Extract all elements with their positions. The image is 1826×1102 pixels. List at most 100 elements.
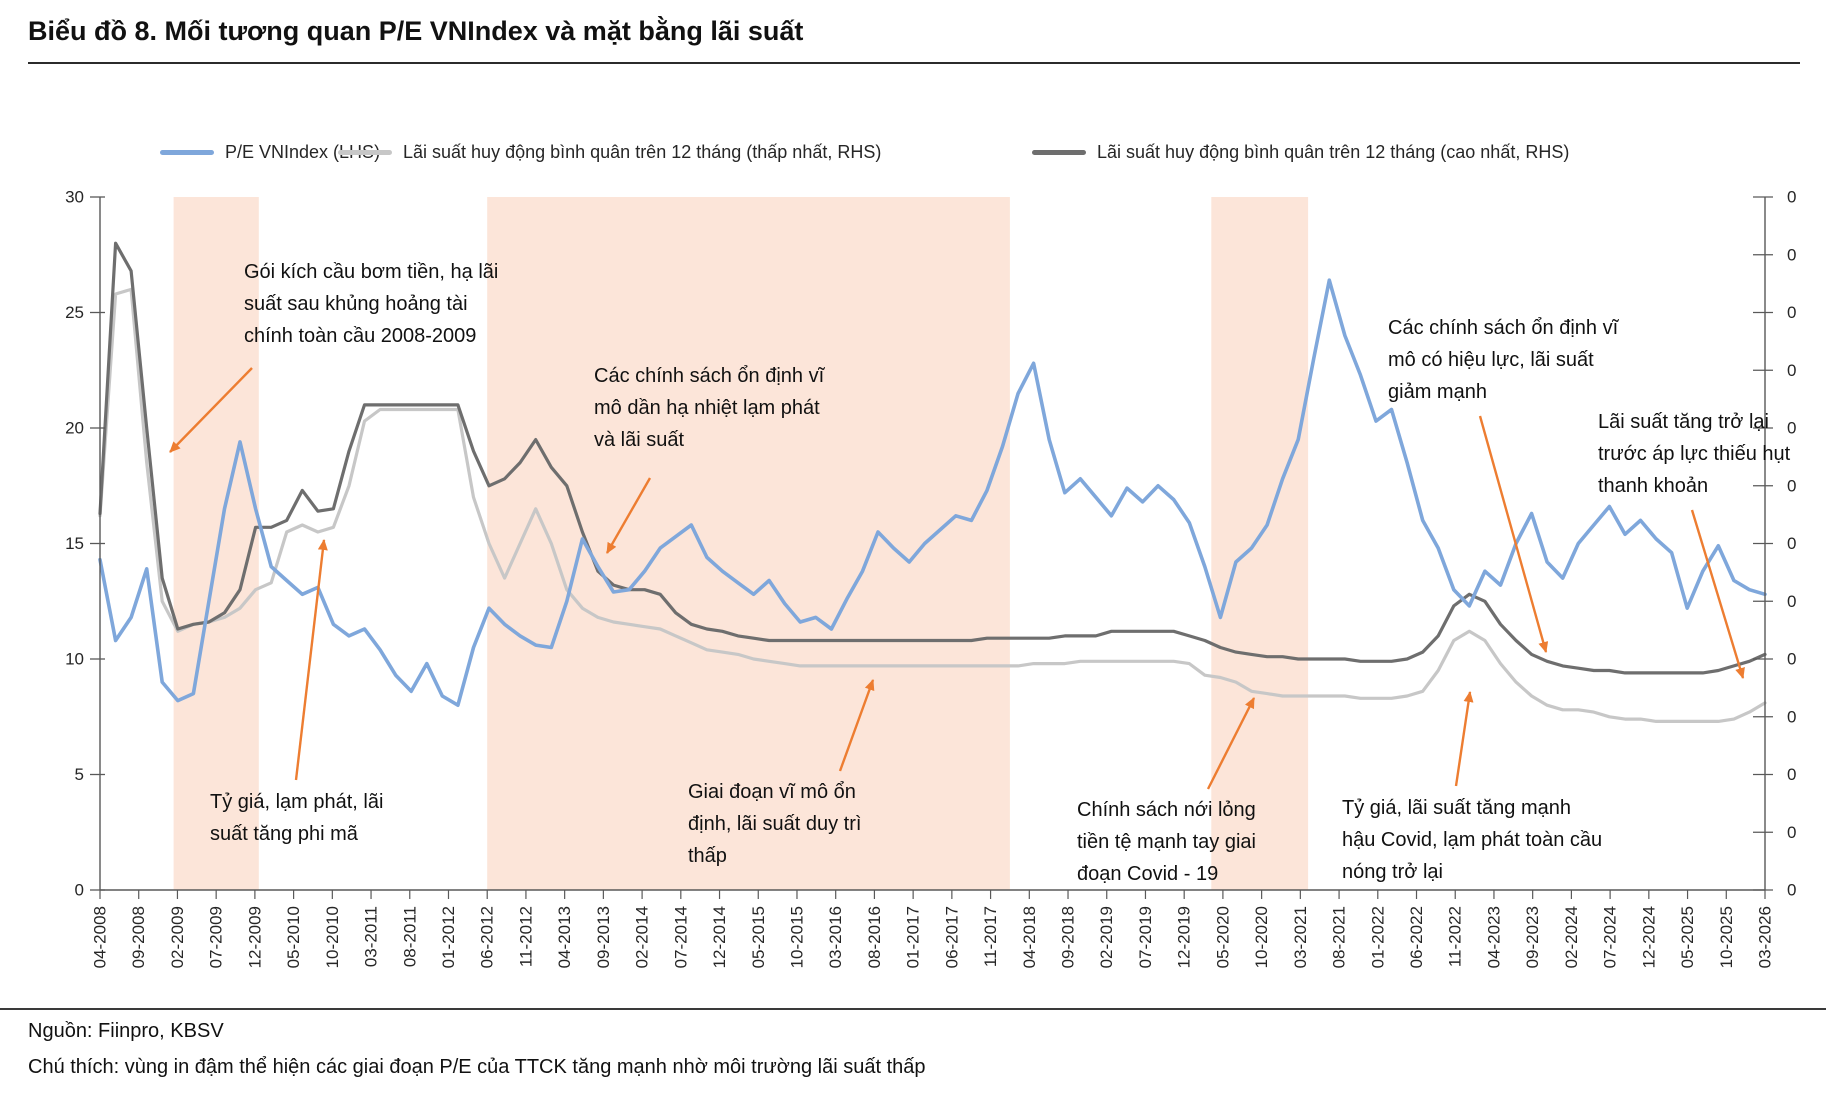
- x-axis-tick-label: 11-2012: [516, 906, 535, 967]
- annotation-arrow: [838, 679, 875, 772]
- title-divider: [28, 62, 1800, 64]
- right-axis-tick-label: 0: [1787, 476, 1796, 495]
- legend-item-rate-lowest: Lãi suất huy động bình quân trên 12 thán…: [338, 136, 881, 168]
- left-axis-tick-label: 25: [65, 303, 84, 322]
- annotation-covid-easing: Chính sách nới lỏng tiền tệ mạnh tay gia…: [1077, 799, 1256, 885]
- right-axis-tick-label: 0: [1787, 765, 1796, 784]
- x-axis-tick-label: 08-2021: [1330, 906, 1349, 968]
- x-axis-tick-label: 02-2014: [633, 906, 652, 968]
- annotation-arrow: [605, 477, 652, 554]
- x-axis-tick-label: 08-2016: [865, 906, 884, 968]
- x-axis-tick-label: 06-2022: [1407, 906, 1426, 968]
- x-axis-tick-label: 03-2016: [826, 906, 845, 968]
- x-axis-tick-label: 05-2010: [284, 906, 303, 968]
- annotation-liquidity-pressure: Lãi suất tăng trở lại trước áp lực thiếu…: [1598, 411, 1791, 497]
- x-axis-tick-label: 07-2009: [207, 906, 226, 968]
- x-axis-tick-label: 10-2010: [323, 906, 342, 968]
- x-axis-tick-label: 09-2008: [129, 906, 148, 968]
- highlight-band: [173, 197, 259, 890]
- footer-divider: [0, 1008, 1826, 1010]
- x-axis-tick-label: 11-2017: [981, 906, 1000, 967]
- x-axis-tick-label: 11-2022: [1446, 906, 1465, 967]
- x-axis-tick-label: 12-2024: [1639, 906, 1658, 968]
- x-axis-tick-label: 08-2011: [400, 906, 419, 967]
- x-axis-tick-label: 06-2017: [942, 906, 961, 968]
- x-axis-tick-label: 12-2019: [1175, 906, 1194, 968]
- x-axis-tick-label: 09-2018: [1059, 906, 1078, 968]
- x-axis-tick-label: 10-2015: [787, 906, 806, 968]
- x-axis-tick-label: 05-2015: [749, 906, 768, 968]
- legend-label-pe-vnindex: P/E VNIndex (LHS): [225, 141, 381, 162]
- page-title: Biểu đồ 8. Mối tương quan P/E VNIndex và…: [28, 16, 804, 46]
- x-axis-tick-label: 09-2013: [594, 906, 613, 968]
- left-axis-tick-label: 15: [65, 534, 84, 553]
- annotation-stabilization-policies: Các chính sách ổn định vĩ mô dần hạ nhiệ…: [594, 365, 825, 451]
- annotation-arrow: [1478, 415, 1549, 653]
- annotation-arrow: [1690, 509, 1745, 679]
- right-axis-tick-label: 0: [1787, 188, 1796, 207]
- pe-line-swatch-icon: [160, 149, 214, 155]
- right-axis-tick-label: 0: [1787, 592, 1796, 611]
- chart-legend: P/E VNIndex (LHS) Lãi suất huy động bình…: [0, 136, 1826, 168]
- x-axis-tick-label: 04-2008: [91, 906, 110, 968]
- annotation-arrow: [294, 539, 328, 781]
- right-axis-tick-label: 0: [1787, 650, 1796, 669]
- right-axis-tick-label: 0: [1787, 881, 1796, 900]
- pe-vnindex-line: [98, 278, 1767, 708]
- left-axis-tick-label: 10: [65, 650, 84, 669]
- x-axis-tick-label: 06-2012: [478, 906, 497, 968]
- x-axis-tick-label: 05-2025: [1678, 906, 1697, 968]
- x-axis-tick-label: 03-2021: [1291, 906, 1310, 968]
- x-axis-tick-label: 01-2022: [1368, 906, 1387, 968]
- right-axis-tick-label: 0: [1787, 361, 1796, 380]
- right-axis-tick-label: 0: [1787, 303, 1796, 322]
- annotation-policies-effective: Các chính sách ổn định vĩ mô có hiệu lực…: [1388, 317, 1619, 403]
- rate-lowest-line-swatch-icon: [338, 149, 392, 155]
- annotation-arrow: [1454, 691, 1474, 787]
- highlight-band: [1211, 197, 1309, 890]
- x-axis-tick-label: 01-2017: [904, 906, 923, 968]
- right-axis-tick-label: 0: [1787, 245, 1796, 264]
- x-axis-tick-label: 09-2023: [1523, 906, 1542, 968]
- legend-item-rate-highest: Lãi suất huy động bình quân trên 12 thán…: [1032, 136, 1569, 168]
- rate-highest-line: [98, 241, 1767, 675]
- left-axis-tick-label: 20: [65, 419, 84, 438]
- x-axis-tick-label: 12-2014: [710, 906, 729, 968]
- x-axis-tick-label: 04-2013: [555, 906, 574, 968]
- rate-lowest-line: [98, 287, 1767, 724]
- legend-item-pe-vnindex: P/E VNIndex (LHS): [160, 136, 380, 168]
- x-axis-tick-label: 07-2019: [1136, 906, 1155, 968]
- rate-highest-line-swatch-icon: [1032, 149, 1086, 155]
- annotation-arrow: [169, 367, 253, 453]
- x-axis-tick-label: 03-2011: [362, 906, 381, 967]
- x-axis-tick-label: 03-2026: [1756, 906, 1775, 968]
- source-note: Nguồn: Fiinpro, KBSV: [28, 1020, 224, 1042]
- x-axis-tick-label: 10-2020: [1252, 906, 1271, 968]
- x-axis-tick-label: 07-2024: [1601, 906, 1620, 968]
- annotation-arrow: [1206, 697, 1256, 790]
- left-axis-tick-label: 30: [65, 188, 84, 207]
- x-axis-tick-label: 04-2018: [1020, 906, 1039, 968]
- x-axis-tick-label: 02-2009: [168, 906, 187, 968]
- x-axis-tick-label: 02-2024: [1562, 906, 1581, 968]
- x-axis-tick-label: 01-2012: [439, 906, 458, 968]
- legend-note: Chú thích: vùng in đậm thể hiện các giai…: [28, 1056, 926, 1078]
- annotation-stable-macro-low-rates: Giai đoạn vĩ mô ổn định, lãi suất duy tr…: [688, 781, 862, 867]
- left-axis-tick-label: 5: [75, 765, 84, 784]
- right-axis-tick-label: 0: [1787, 823, 1796, 842]
- x-axis-tick-label: 05-2020: [1213, 906, 1232, 968]
- x-axis-tick-label: 07-2014: [671, 906, 690, 968]
- annotation-stimulus-2008: Gói kích cầu bơm tiền, hạ lãi suất sau k…: [244, 261, 499, 347]
- right-axis-tick-label: 0: [1787, 419, 1796, 438]
- annotation-post-covid-rate-rise: Tỷ giá, lãi suất tăng mạnh hậu Covid, lạ…: [1342, 797, 1603, 883]
- left-axis-tick-label: 0: [75, 881, 84, 900]
- annotation-fx-inflation-surge: Tỷ giá, lạm phát, lãi suất tăng phi mã: [210, 791, 384, 845]
- legend-label-rate-highest: Lãi suất huy động bình quân trên 12 thán…: [1097, 141, 1570, 162]
- x-axis-tick-label: 12-2009: [245, 906, 264, 968]
- x-axis-tick-label: 04-2023: [1484, 906, 1503, 968]
- right-axis-tick-label: 0: [1787, 707, 1796, 726]
- legend-label-rate-lowest: Lãi suất huy động bình quân trên 12 thán…: [403, 141, 882, 162]
- x-axis-tick-label: 10-2025: [1717, 906, 1736, 968]
